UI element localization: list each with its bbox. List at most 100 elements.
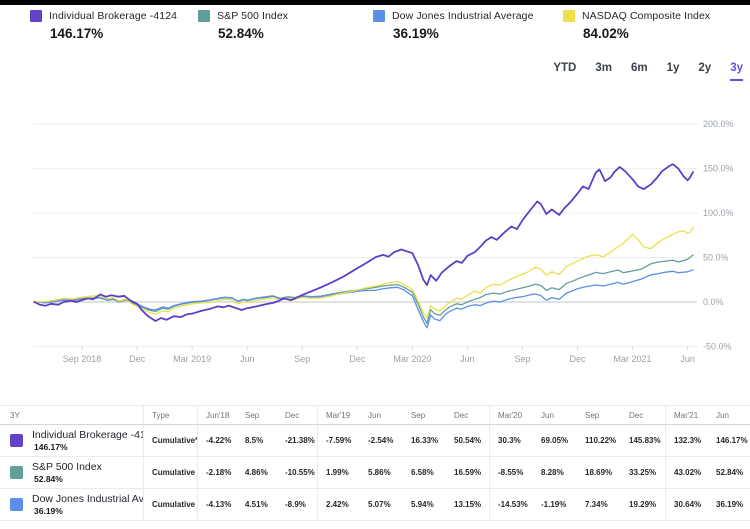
- window-top-bar: [0, 0, 750, 5]
- value-cell: 36.19%: [716, 500, 744, 509]
- table-header-cell: Mar'21: [665, 406, 708, 424]
- value-cell: 16.59%: [454, 468, 482, 477]
- x-axis-label: Mar 2020: [393, 354, 431, 364]
- value-cell: 19.29%: [629, 500, 657, 509]
- series-line: [33, 226, 694, 319]
- legend-swatch: [30, 10, 42, 22]
- value-cell: 52.84%: [716, 468, 744, 477]
- legend-item: NASDAQ Composite Index 84.02%: [563, 10, 710, 41]
- table-header-cell: Mar'20: [489, 406, 533, 424]
- value-cell: 145.83%: [629, 436, 661, 445]
- series-line: [33, 163, 694, 322]
- table-header-cell: Dec: [629, 410, 644, 420]
- table-header-cell: Jun: [541, 410, 554, 420]
- x-axis-label: Sep: [514, 354, 530, 364]
- value-cell: -1.19%: [541, 500, 567, 509]
- asset-name: Individual Brokerage -4124: [32, 429, 143, 441]
- value-cell: -4.13%: [197, 489, 237, 520]
- value-cell: 18.69%: [585, 468, 613, 477]
- legend-value: 36.19%: [393, 26, 439, 41]
- table-header-cell: Type: [143, 406, 197, 424]
- value-cell: -8.9%: [285, 500, 306, 509]
- value-cell: 1.99%: [317, 457, 360, 488]
- series-line: [33, 254, 694, 324]
- x-axis-label: Mar 2021: [614, 354, 652, 364]
- x-axis-label: Mar 2019: [173, 354, 211, 364]
- table-header-cell: Sep: [245, 410, 260, 420]
- asset-name: S&P 500 Index: [32, 461, 102, 473]
- asset-cell: S&P 500 Index 52.84%: [0, 461, 143, 484]
- table-header-cell: Jun'18: [197, 406, 237, 424]
- table-header-cell: Dec: [285, 410, 300, 420]
- value-cell: -14.53%: [489, 489, 533, 520]
- legend-item: Individual Brokerage -4124 146.17%: [30, 10, 177, 41]
- x-axis-label: Dec: [129, 354, 146, 364]
- value-cell: -8.55%: [489, 457, 533, 488]
- x-axis-label: Sep: [294, 354, 310, 364]
- y-axis-label: 0.0%: [703, 297, 724, 307]
- table-header-cell: Sep: [585, 410, 600, 420]
- value-cell: 30.64%: [665, 489, 708, 520]
- table-header-cell: Sep: [411, 410, 426, 420]
- value-cell: 4.51%: [245, 500, 268, 509]
- value-cell: 2.42%: [317, 489, 360, 520]
- tab-6m[interactable]: 6m: [630, 62, 648, 74]
- value-cell: -2.18%: [197, 457, 237, 488]
- value-cell: -2.54%: [368, 436, 394, 445]
- legend-swatch: [563, 10, 575, 22]
- x-axis-label: Dec: [569, 354, 586, 364]
- value-cell: 69.05%: [541, 436, 569, 445]
- asset-return: 52.84%: [34, 474, 63, 484]
- table-header-cell: Jun: [716, 410, 729, 420]
- chart-legend: Individual Brokerage -4124 146.17% S&P 500…: [0, 10, 750, 50]
- tab-1y[interactable]: 1y: [666, 62, 680, 74]
- legend-label: S&P 500 Index: [217, 10, 289, 22]
- type-cell: Cumulative: [143, 457, 197, 488]
- value-cell: -10.55%: [285, 468, 315, 477]
- asset-swatch: [10, 498, 23, 511]
- x-axis-label: Dec: [349, 354, 366, 364]
- table-row: Individual Brokerage -4124146.17%Cumulat…: [0, 425, 750, 457]
- y-axis-label: -50.0%: [703, 341, 732, 351]
- value-cell: 8.28%: [541, 468, 564, 477]
- value-cell: 6.58%: [411, 468, 434, 477]
- value-cell: 8.5%: [245, 436, 264, 445]
- x-axis-label: Jun: [460, 354, 475, 364]
- period-selector: YTD 3m 6m 1y 2y 3y: [553, 62, 743, 81]
- performance-table: 3Y Type Jun'18 Sep Dec Mar'19 Jun Sep Dec Mar'20 J…: [0, 405, 750, 521]
- legend-value: 84.02%: [583, 26, 629, 41]
- legend-value: 52.84%: [218, 26, 264, 41]
- chart-canvas: 200.0% 150.0% 100.0% 50.0% 0.0% -50.0% Sep 201…: [33, 119, 734, 364]
- value-cell: 16.33%: [411, 436, 439, 445]
- tab-2y[interactable]: 2y: [698, 62, 712, 74]
- legend-label: NASDAQ Composite Index: [582, 10, 711, 22]
- table-row: S&P 500 Index 52.84% Cumulative -2.18% 4.86%…: [0, 457, 750, 489]
- value-cell: -4.22%: [197, 425, 237, 456]
- asset-swatch: [10, 434, 23, 447]
- legend-swatch: [198, 10, 210, 22]
- tab-ytd[interactable]: YTD: [553, 62, 577, 74]
- asset-name: Dow Jones Industrial Average: [32, 493, 143, 505]
- tab-3y[interactable]: 3y: [730, 62, 743, 81]
- table-header-cell: Mar'19: [317, 406, 360, 424]
- value-cell: 110.22%: [585, 436, 617, 445]
- value-cell: 43.02%: [665, 457, 708, 488]
- value-cell: 30.3%: [489, 425, 533, 456]
- table-header-cell: 3Y: [10, 410, 20, 420]
- table-header-cell: Jun: [368, 410, 381, 420]
- legend-item: Dow Jones Industrial Average 36.19%: [373, 10, 534, 41]
- type-cell: Cumulative**: [143, 425, 197, 456]
- type-cell: Cumulative: [143, 489, 197, 520]
- value-cell: 7.34%: [585, 500, 608, 509]
- value-cell: 33.25%: [629, 468, 657, 477]
- performance-chart: 200.0% 150.0% 100.0% 50.0% 0.0% -50.0% Sep 201…: [0, 106, 750, 378]
- legend-item: S&P 500 Index 52.84%: [198, 10, 288, 41]
- y-axis-label: 100.0%: [703, 208, 734, 218]
- y-axis-label: 200.0%: [703, 119, 734, 129]
- asset-return: 146.17%: [34, 442, 68, 452]
- asset-swatch: [10, 466, 23, 479]
- tab-3m[interactable]: 3m: [595, 62, 612, 74]
- value-cell: 132.3%: [665, 425, 708, 456]
